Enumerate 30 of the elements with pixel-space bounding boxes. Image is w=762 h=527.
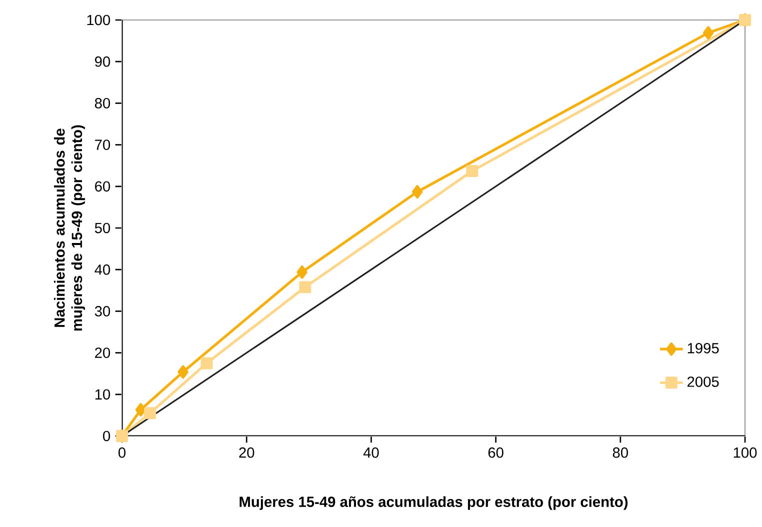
y-tick-label: 20 bbox=[95, 348, 110, 358]
legend-label: 1995 bbox=[688, 342, 719, 354]
y-tick-label: 80 bbox=[94, 98, 110, 108]
point bbox=[135, 403, 146, 416]
y-tick-label: 30 bbox=[94, 306, 110, 316]
point bbox=[299, 281, 312, 294]
y-tick-label: 50 bbox=[94, 222, 110, 234]
y-tick-label: 90 bbox=[95, 56, 110, 67]
legend-label: 2005 bbox=[687, 376, 719, 387]
x-tick-label: 80 bbox=[612, 447, 628, 458]
x-tick-label: 0 bbox=[118, 447, 126, 458]
point bbox=[178, 365, 188, 379]
y-tick-label: 60 bbox=[95, 181, 110, 192]
x-axis-title: Mujeres 15-49 años acumuladas por estrato (por ciento) bbox=[240, 496, 628, 510]
y-tick-label: 40 bbox=[94, 264, 110, 275]
y-tick-label: 10 bbox=[95, 389, 110, 400]
point bbox=[144, 407, 156, 420]
y-tick-label: 100 bbox=[87, 14, 110, 26]
point bbox=[702, 26, 714, 40]
y-axis-title: Nacimientos acumulados de mujeres de 15-49 (por ciento) bbox=[54, 125, 85, 331]
y-tick-label: 0 bbox=[103, 430, 110, 442]
x-tick-label: 40 bbox=[363, 447, 379, 458]
x-tick-label: 100 bbox=[734, 447, 757, 458]
y-tick-label: 70 bbox=[95, 140, 110, 150]
x-tick-label: 60 bbox=[488, 447, 504, 458]
point bbox=[466, 165, 478, 178]
point bbox=[296, 265, 308, 279]
point bbox=[412, 185, 423, 198]
point bbox=[200, 357, 213, 370]
x-tick-label: 20 bbox=[239, 447, 254, 458]
